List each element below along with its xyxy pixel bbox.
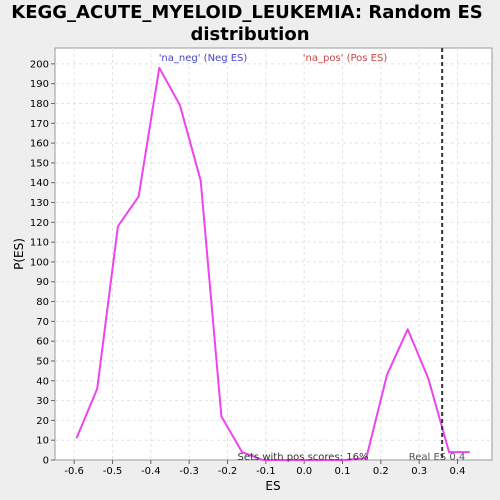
grid-lines	[55, 48, 492, 460]
y-tick-label: 200	[30, 59, 49, 70]
y-tick-label: 0	[43, 456, 49, 467]
y-tick-label: 80	[36, 297, 49, 308]
y-tick-label: 10	[36, 436, 49, 447]
x-tick-label: -0.5	[103, 466, 123, 477]
y-tick-label: 190	[30, 79, 49, 90]
x-tick-label: -0.3	[179, 466, 199, 477]
x-tick-label: 0.3	[411, 466, 427, 477]
y-tick-label: 150	[30, 158, 49, 169]
y-tick-label: 40	[36, 376, 49, 387]
es-distribution-line	[75, 66, 470, 461]
y-tick-label: 30	[36, 396, 49, 407]
y-tick-label: 50	[36, 356, 49, 367]
x-axis-label: ES	[265, 479, 280, 493]
y-tick-label: 90	[36, 277, 49, 288]
pos-scores-annotation: Sets with pos scores: 16%	[238, 452, 369, 463]
y-tick-label: 110	[30, 238, 49, 249]
y-tick-label: 60	[36, 337, 49, 348]
x-tick-label: -0.6	[64, 466, 84, 477]
x-tick-label: 0.1	[335, 466, 351, 477]
x-tick-label: -0.2	[218, 466, 238, 477]
plot-area	[54, 47, 493, 461]
y-axis-label: P(ES)	[12, 238, 26, 270]
y-tick-label: 120	[30, 218, 49, 229]
legend-neg-label: 'na_neg' (Neg ES)	[159, 53, 248, 64]
y-tick-label: 160	[30, 139, 49, 150]
x-tick-label: 0.0	[296, 466, 312, 477]
y-tick-label: 140	[30, 178, 49, 189]
x-tick-label: 0.4	[450, 466, 466, 477]
real-es-label: Real ES 0.4	[409, 452, 465, 463]
x-tick-label: 0.2	[373, 466, 389, 477]
y-tick-label: 180	[30, 99, 49, 110]
chart-title-line2: distribution	[190, 24, 309, 45]
y-tick-label: 170	[30, 119, 49, 130]
chart-title-line1: KEGG_ACUTE_MYELOID_LEUKEMIA: Random ES	[11, 2, 482, 23]
legend-pos-label: 'na_pos' (Pos ES)	[303, 53, 388, 64]
y-tick-label: 100	[30, 257, 49, 268]
x-tick-label: -0.1	[256, 466, 276, 477]
x-tick-label: -0.4	[141, 466, 161, 477]
y-tick-label: 70	[36, 317, 49, 328]
y-axis-ticks: 0 10 20 30 40 50 60 70 80 90 100 110 120 130 140 150 160…	[30, 59, 55, 467]
y-tick-label: 130	[30, 198, 49, 209]
x-axis-ticks: -0.6 -0.5 -0.4 -0.3 -0.2 -0.1 0.0 0.1 0.2 0.3 0.4	[64, 460, 465, 477]
y-tick-label: 20	[36, 416, 49, 427]
